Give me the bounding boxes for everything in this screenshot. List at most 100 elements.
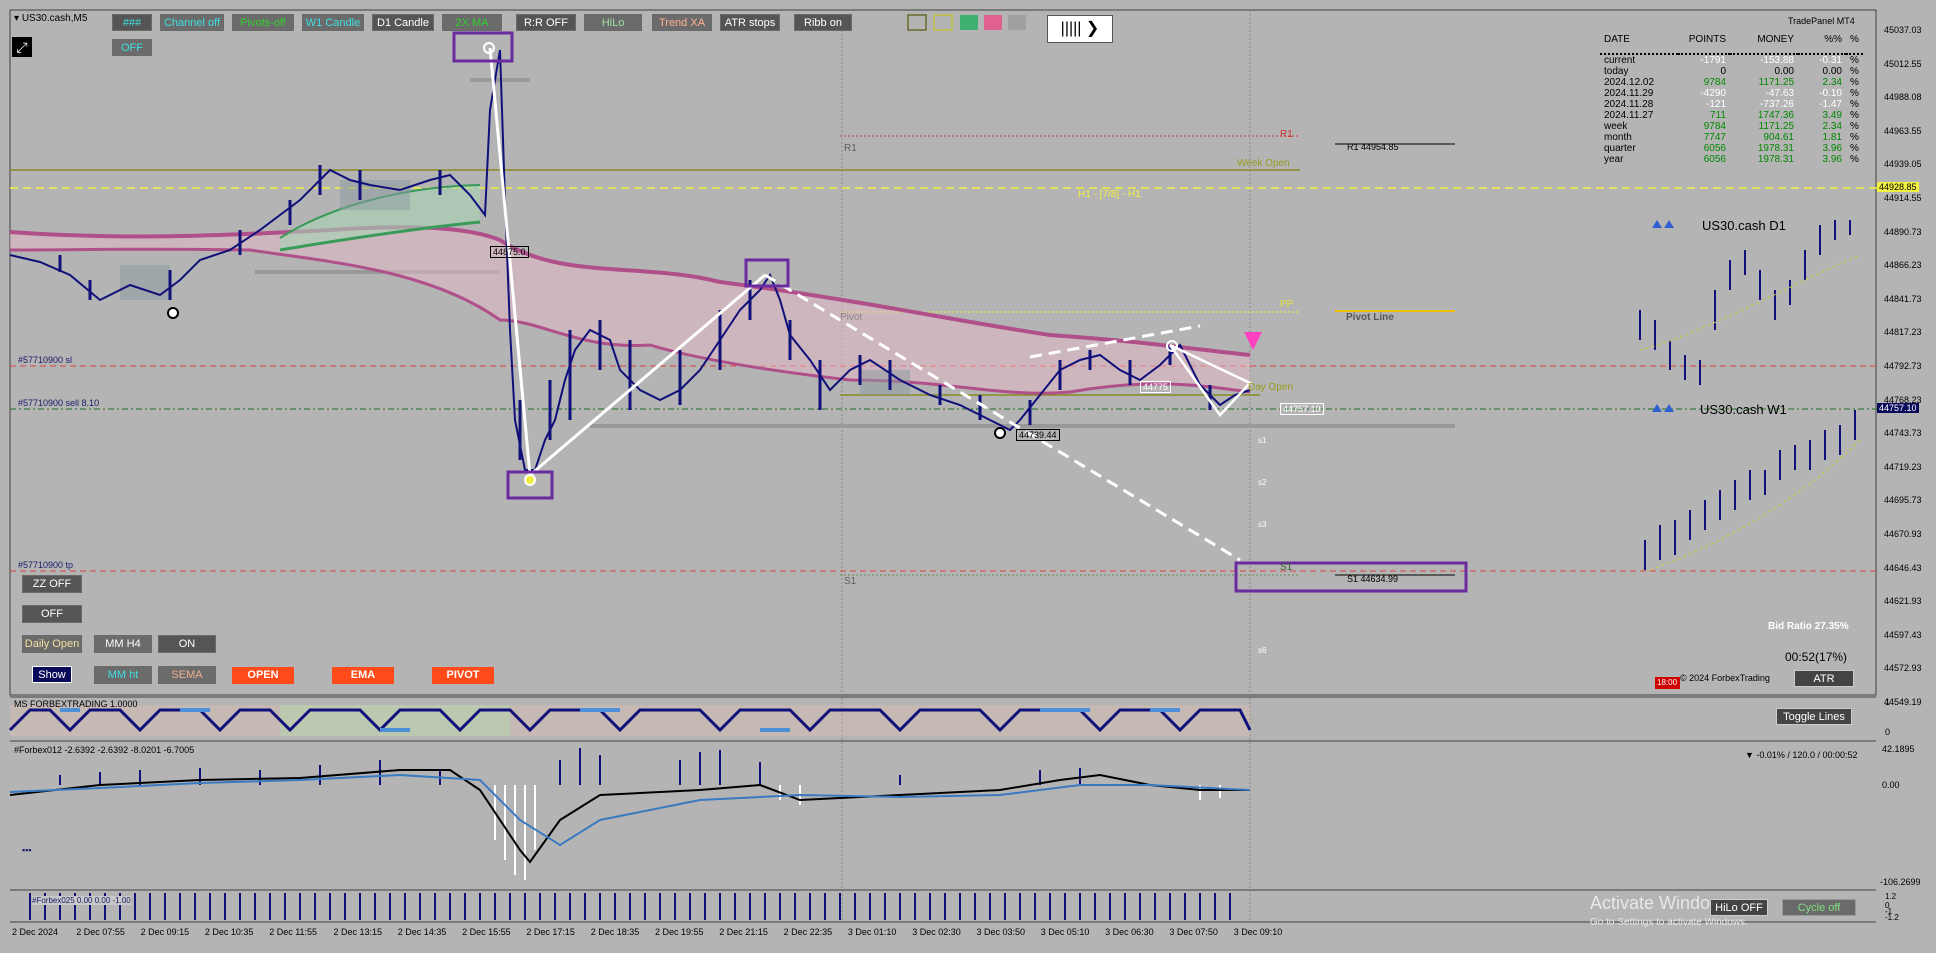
row-date: current: [1604, 55, 1636, 66]
row-date: week: [1604, 121, 1628, 132]
symbol-title[interactable]: ▾ US30.cash,M5: [14, 13, 87, 24]
row-money: 1171.25: [1758, 121, 1794, 132]
ema-button[interactable]: EMA: [332, 667, 394, 684]
row-money: 0.00: [1774, 66, 1794, 77]
sub3-axis-4: -1.2: [1885, 913, 1899, 922]
sub2-axis-mid: 0.00: [1882, 780, 1900, 790]
time-axis-label: 3 Dec 07:50: [1169, 927, 1218, 937]
price-axis-label: 44572.93: [1884, 663, 1922, 674]
price-axis-label: 44743.73: [1884, 428, 1922, 439]
chevron-right-icon: ❯: [1085, 20, 1100, 37]
s-level-6: s6: [1258, 646, 1267, 655]
row-date: month: [1604, 132, 1632, 143]
play-next-button[interactable]: ||||| ❯: [1047, 15, 1113, 43]
row-points: 7747: [1703, 132, 1726, 143]
trade-panel-row: quarter 6056 1978.31 3.96%: [1600, 143, 1863, 154]
hilo-button[interactable]: HiLo: [584, 14, 642, 31]
row-points: 711: [1710, 110, 1726, 121]
row-pct-suffix: %: [1850, 121, 1859, 132]
r1-value-label: R1 44954.85: [1347, 142, 1399, 152]
row-pct: 3.49: [1822, 110, 1842, 121]
s1-left-label: S1: [844, 576, 857, 587]
2x-ma-button[interactable]: 2X MA: [442, 14, 502, 31]
row-pct-suffix: %: [1850, 77, 1859, 88]
price-axis-label: 44866.23: [1884, 260, 1922, 271]
row-pct: 3.96: [1822, 143, 1842, 154]
pivots-off-button[interactable]: Pivots-off: [232, 14, 294, 31]
s-level-1: s1: [1258, 436, 1267, 445]
daily-open-button[interactable]: Daily Open: [22, 635, 82, 653]
atr-stops-button[interactable]: ATR stops: [720, 14, 780, 31]
sema-button[interactable]: SEMA: [158, 666, 216, 684]
time-axis-label: 2 Dec 09:15: [140, 927, 190, 937]
row-pct: 1.81: [1822, 132, 1842, 143]
expand-icon[interactable]: ⤢: [12, 37, 32, 57]
open-button[interactable]: OPEN: [232, 667, 294, 684]
row-date: year: [1604, 154, 1624, 165]
channel-off-button[interactable]: Channel off: [160, 14, 224, 31]
sub1-axis-bottom: 0: [1885, 727, 1891, 737]
row-date: 2024.11.28: [1604, 99, 1654, 110]
row-pct: 2.34: [1822, 77, 1842, 88]
s1-value-label: S1 44634.99: [1347, 574, 1399, 584]
row-points: 6056: [1703, 154, 1726, 165]
time-axis-label: 3 Dec 02:30: [912, 927, 961, 937]
s-level-3: s3: [1258, 520, 1267, 529]
sub1-title: MS FORBEXTRADING 1.0000: [14, 699, 138, 709]
w1-chart-title: US30.cash W1: [1700, 402, 1787, 417]
rr-off-button[interactable]: R:R OFF: [516, 14, 576, 31]
atr-button[interactable]: ATR: [1794, 670, 1854, 687]
price-axis-label: 44621.93: [1884, 596, 1922, 607]
d1-candle-button[interactable]: D1 Candle: [372, 14, 434, 31]
w1-candle-button[interactable]: W1 Candle: [302, 14, 364, 31]
watermark-settings: Go to Settings to activate Windows.: [1590, 917, 1748, 928]
week-open-label: Week Open: [1237, 158, 1290, 169]
on-button[interactable]: ON: [158, 635, 216, 653]
hash-button[interactable]: ###: [112, 14, 152, 31]
time-axis-label: 2 Dec 19:55: [655, 927, 704, 937]
col-pct2-header: %: [1850, 34, 1859, 45]
row-money: -737.26: [1760, 99, 1794, 110]
sub2-axis-bottom: -106.2699: [1880, 877, 1921, 887]
price-axis-label: 44670.93: [1884, 529, 1922, 539]
bar-timer: 00:52(17%): [1785, 650, 1848, 664]
trade-panel-title: TradePanel MT4: [1788, 16, 1855, 26]
row-pct: 3.96: [1822, 154, 1842, 165]
time-axis-label: 3 Dec 03:50: [976, 927, 1026, 937]
pivot-button[interactable]: PIVOT: [432, 667, 494, 684]
price-axis-label: 44695.73: [1884, 495, 1922, 506]
cycle-off-button[interactable]: Cycle off: [1782, 899, 1856, 916]
row-points: -1791: [1700, 55, 1726, 66]
row-money: -153.88: [1760, 55, 1794, 66]
watermark-activate: Activate Windows: [1590, 893, 1733, 913]
off-button[interactable]: OFF: [112, 39, 152, 56]
mm-h4-button[interactable]: MM H4: [94, 635, 152, 653]
price-marker-1: 44928.85: [1877, 182, 1919, 192]
r1-left-label: R1: [844, 143, 857, 154]
trend-xa-button[interactable]: Trend XA: [652, 14, 712, 31]
off-toggle-button[interactable]: OFF: [22, 605, 82, 623]
price-axis-label: 44597.43: [1884, 629, 1922, 640]
row-points: 6056: [1703, 143, 1726, 154]
price-axis-label: 44890.73: [1884, 226, 1922, 237]
row-pct: -0.10: [1819, 88, 1842, 99]
mm-ht-button[interactable]: MM ht: [94, 666, 152, 684]
ribbon-on-button[interactable]: Ribb on: [794, 14, 852, 31]
time-axis-label: 3 Dec 01:10: [847, 927, 897, 937]
sub1-axis-top: 1: [1885, 697, 1891, 707]
take-profit-label: #57710900 tp: [18, 560, 74, 570]
row-money: 1171.25: [1758, 77, 1794, 88]
price-axis: 45037.03 45012.55 44988.08 44963.55 44939.05…: [1876, 0, 1936, 707]
price-axis-label: 44646.43: [1884, 562, 1922, 573]
pivot-line-label: Pivot Line: [1346, 312, 1394, 323]
zz-off-button[interactable]: ZZ OFF: [22, 575, 82, 593]
show-button[interactable]: Show: [32, 666, 72, 683]
col-money-header: MONEY: [1757, 34, 1794, 45]
trade-panel-table: DATE POINTS MONEY %% % current -1791 -153.…: [1600, 34, 1863, 165]
col-pct-header: %%: [1824, 34, 1842, 45]
row-points: -121: [1705, 99, 1726, 110]
h1-label: H1 - [7/8] - H1: [1078, 189, 1141, 200]
hilo-off-button[interactable]: HiLo OFF: [1710, 899, 1768, 916]
trade-panel-row: week 9784 1171.25 2.34%: [1600, 121, 1863, 132]
toggle-lines-button[interactable]: Toggle Lines: [1776, 708, 1852, 725]
